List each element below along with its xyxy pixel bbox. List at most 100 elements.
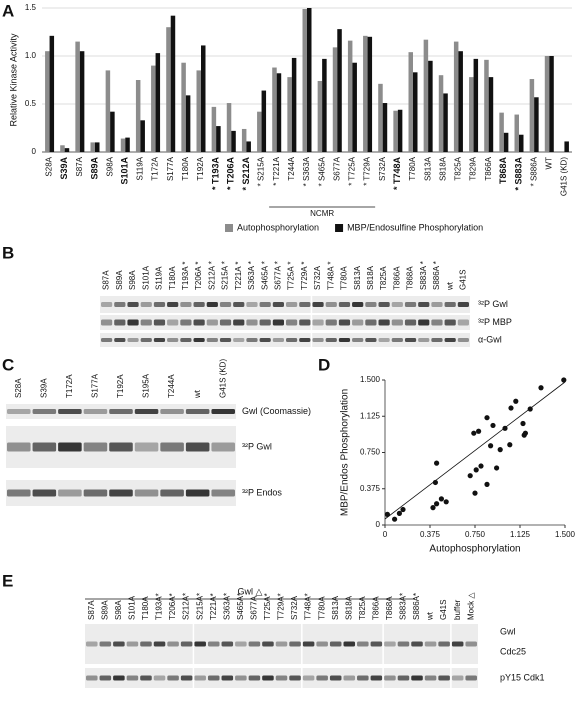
blot-band: [259, 302, 271, 307]
blot-band: [233, 302, 245, 307]
lane-label: T729A*: [277, 593, 286, 620]
blot-band: [86, 675, 98, 681]
blot-band: [431, 302, 443, 307]
blot-band: [289, 675, 301, 681]
blot-band: [312, 302, 324, 307]
y-tick-label: 1.0: [25, 51, 37, 60]
x-tick-label: S98A: [105, 156, 114, 176]
blot-band: [418, 302, 430, 307]
point: [400, 506, 406, 513]
blot-band: [126, 641, 139, 647]
blot-band: [153, 675, 166, 681]
x-tick-label: T172A: [151, 156, 160, 180]
blot-band: [113, 641, 125, 647]
y-tick-label: 0.375: [360, 484, 381, 493]
blot-band: [140, 675, 152, 681]
lane-label: T780A: [340, 266, 349, 290]
point: [502, 425, 508, 431]
lane-label: S39A: [39, 378, 48, 398]
lane-label: T780A: [317, 596, 326, 620]
x-tick-label: T825A: [454, 156, 463, 180]
bar: [534, 97, 539, 152]
lane-label: S177A: [91, 373, 100, 398]
blot-band: [316, 675, 328, 681]
panel-label: D: [318, 355, 330, 374]
legend-label: Autophosphorylation: [237, 222, 319, 232]
point: [484, 415, 490, 421]
bar: [307, 8, 312, 152]
blot-band: [365, 319, 377, 326]
x-tick-label: S101A: [120, 157, 130, 185]
bar: [544, 56, 550, 152]
blot-band: [219, 319, 232, 326]
blot-band: [153, 338, 166, 342]
blot-band: [235, 675, 247, 681]
blot-background: [100, 333, 470, 347]
bar: [95, 142, 100, 152]
x-tick-label: * S212A: [241, 157, 251, 191]
blot-band: [457, 338, 469, 342]
blot-band: [185, 489, 210, 497]
x-tick-label: * T193A: [211, 157, 221, 191]
point: [527, 406, 533, 412]
lane-label: S89A: [100, 600, 109, 620]
blot-band: [391, 338, 403, 342]
blot-band: [272, 338, 284, 342]
point: [434, 460, 440, 466]
bar: [181, 62, 186, 152]
bar: [246, 141, 251, 152]
blot-band: [259, 319, 271, 326]
x-tick-label: * S363A: [302, 156, 311, 186]
x-tick-label: * T748A: [392, 157, 402, 191]
bar: [185, 95, 191, 152]
bar: [135, 80, 141, 152]
bar: [363, 35, 368, 153]
bar: [453, 41, 459, 152]
blot-band: [140, 641, 152, 647]
blot-band: [99, 641, 112, 647]
blot-band: [99, 675, 112, 681]
blot-band: [113, 675, 125, 681]
bar: [196, 70, 201, 152]
blot-band: [431, 338, 443, 342]
bar: [519, 134, 524, 152]
blot-band: [325, 338, 337, 342]
blot-band: [357, 641, 369, 647]
blot-band: [7, 489, 31, 497]
blot-band: [451, 641, 464, 647]
bar: [45, 51, 50, 153]
blot-band: [444, 302, 456, 307]
blot-band: [338, 302, 351, 307]
blot-band: [286, 302, 298, 307]
bar: [317, 80, 323, 152]
blot-band: [397, 675, 410, 681]
blot-band: [58, 409, 82, 414]
row-label: ³²P Gwl: [242, 441, 272, 451]
x-tick-label: 0.375: [420, 530, 441, 539]
blot-band: [431, 319, 443, 326]
point: [484, 481, 490, 487]
blot-band: [248, 641, 261, 647]
blot-band: [397, 641, 410, 647]
blot-band: [140, 338, 152, 342]
bar: [352, 62, 357, 152]
blot-band: [109, 442, 133, 452]
blot-band: [316, 641, 328, 647]
y-tick-label: 0: [32, 147, 37, 156]
lane-label: T868A: [385, 596, 394, 620]
lane-label: T206A*: [168, 593, 177, 620]
lane-label: T193A *: [181, 262, 190, 290]
x-tick-label: 0: [383, 530, 388, 539]
bar: [140, 120, 145, 152]
row-label: Gwl (Coomassie): [242, 406, 311, 416]
lane-label: S883A*: [399, 593, 408, 620]
blot-band: [153, 319, 166, 326]
blot-band: [193, 302, 205, 307]
x-tick-label: T866A: [484, 156, 493, 180]
blot-band: [7, 442, 31, 452]
bar: [226, 103, 232, 152]
blot-band: [246, 338, 258, 342]
lane-label: T866A: [371, 596, 380, 620]
blot-band: [312, 338, 324, 342]
blot-band: [109, 489, 133, 497]
